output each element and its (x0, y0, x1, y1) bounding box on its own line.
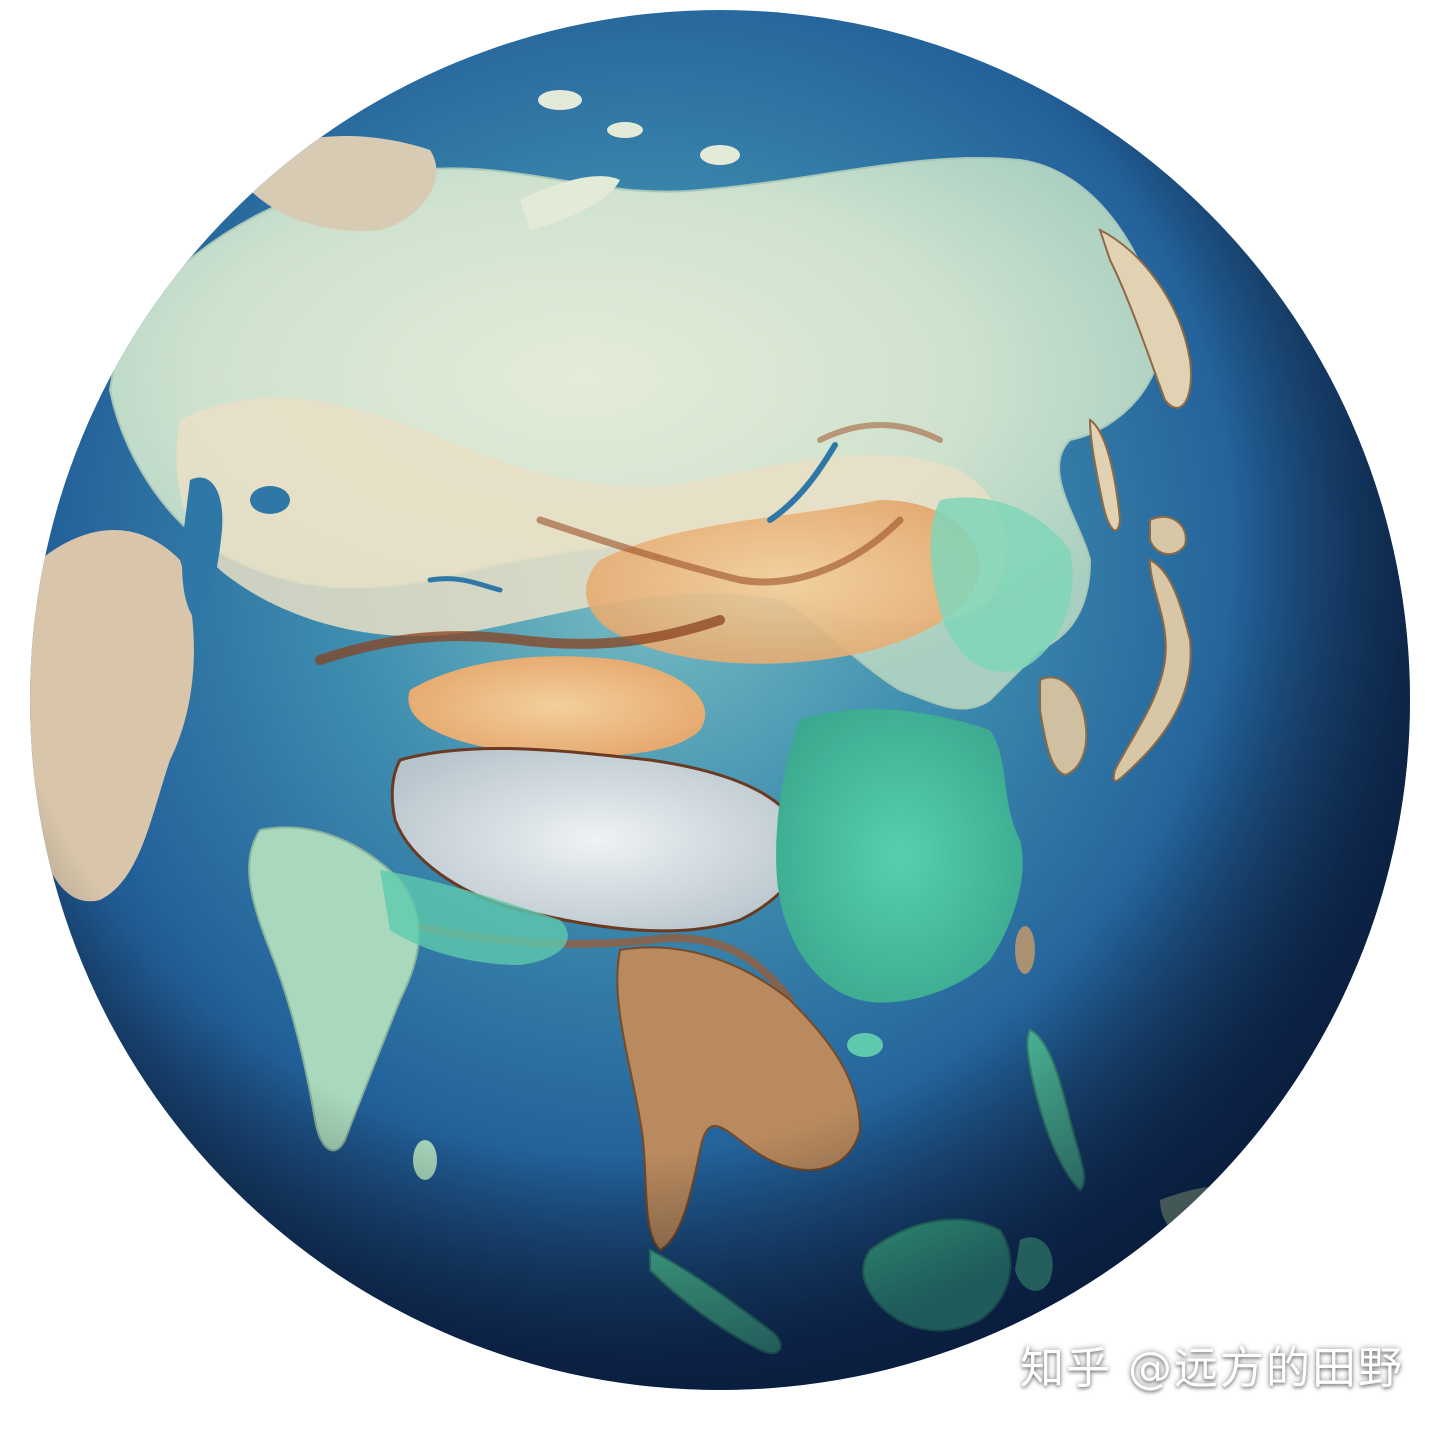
globe-shading (30, 10, 1410, 1390)
watermark-text: 知乎 @远方的田野 (1020, 1343, 1404, 1394)
